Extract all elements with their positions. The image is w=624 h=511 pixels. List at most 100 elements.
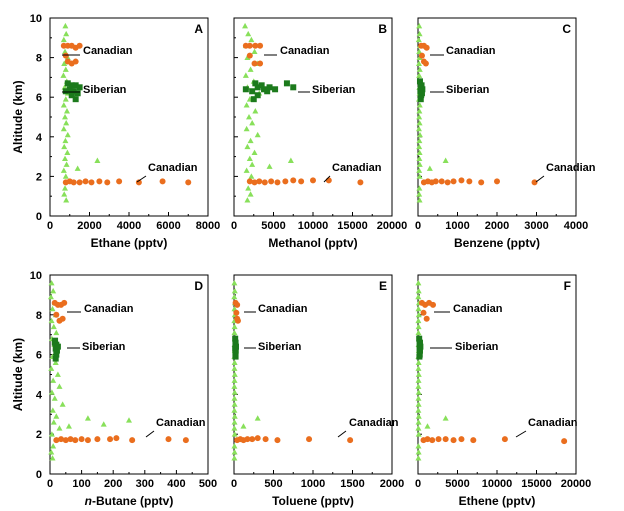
- triangle-point: [231, 395, 238, 401]
- triangle-point: [251, 48, 258, 55]
- circle-point: [165, 436, 172, 443]
- square-point: [283, 80, 290, 87]
- triangle-point: [247, 66, 254, 72]
- triangle-point: [415, 413, 422, 419]
- triangle-point: [415, 305, 422, 312]
- triangle-point: [231, 419, 238, 425]
- triangle-point: [62, 66, 69, 72]
- triangle-point: [416, 137, 423, 144]
- triangle-point: [53, 413, 60, 419]
- triangle-point: [416, 167, 423, 173]
- square-point: [242, 86, 249, 93]
- annotation-label: Canadian: [156, 417, 206, 429]
- triangle-point: [247, 191, 254, 197]
- annotation-pointer: [515, 430, 527, 438]
- circle-point: [104, 179, 111, 186]
- circle-point: [94, 436, 101, 443]
- triangle-point: [415, 407, 422, 413]
- triangle-point: [243, 125, 250, 132]
- circle-point: [262, 436, 269, 443]
- circle-point: [72, 437, 79, 444]
- x-axis-label-rest: -Butane (pptv): [92, 494, 173, 508]
- x-axis-label-prefix: n: [85, 494, 92, 508]
- circle-point: [61, 299, 68, 306]
- x-tick-label: 20000: [561, 478, 592, 490]
- triangle-point: [415, 371, 422, 377]
- x-tick-label: 500: [264, 478, 282, 490]
- circle-point: [252, 42, 259, 49]
- triangle-point: [52, 359, 59, 365]
- panel-letter: B: [378, 22, 387, 36]
- circle-point: [116, 178, 123, 185]
- square-point: [252, 80, 259, 87]
- circle-point: [135, 179, 142, 186]
- triangle-point: [231, 279, 238, 286]
- circle-point: [450, 178, 457, 185]
- panel-a: 0 2000 4000 6000 8000 0 2 4 6 8 10 Ethane (pptv) Alt…: [11, 13, 220, 250]
- circle-point: [88, 179, 95, 186]
- x-tick-label: 10000: [298, 220, 329, 232]
- triangle-point: [50, 323, 57, 330]
- square-point: [72, 82, 79, 89]
- circle-point: [466, 178, 473, 185]
- x-axis-label: Benzene (pptv): [454, 236, 540, 250]
- triangle-point: [415, 60, 422, 66]
- circle-point: [478, 179, 485, 186]
- circle-point: [306, 436, 313, 443]
- triangle-point: [416, 66, 423, 72]
- triangle-point: [231, 287, 238, 294]
- triangle-point: [60, 125, 67, 132]
- triangle-point: [231, 371, 238, 377]
- circle-point: [78, 436, 85, 443]
- panel-c: 0 1000 2000 3000 4000 Benzene (pptv) C Canadian…: [415, 17, 596, 250]
- circle-point: [444, 179, 451, 186]
- triangle-point: [415, 365, 422, 371]
- triangle-point: [415, 431, 422, 437]
- triangle-point: [415, 323, 422, 330]
- triangle-point: [415, 329, 422, 336]
- y-tick-label: 8: [36, 53, 42, 65]
- y-axis-label: Altitude (km): [11, 80, 25, 153]
- triangle-point: [50, 377, 57, 383]
- triangle-point: [64, 131, 71, 138]
- triangle-point: [231, 443, 238, 449]
- triangle-point: [424, 423, 431, 429]
- panel-letter: A: [194, 22, 203, 36]
- circle-point: [430, 301, 437, 308]
- circle-point: [70, 179, 77, 186]
- triangle-point: [442, 157, 449, 163]
- triangle-point: [231, 449, 238, 455]
- triangle-point: [63, 161, 70, 167]
- annotation-label: Siberian: [312, 84, 356, 96]
- annotation-label: Canadian: [528, 417, 578, 429]
- triangle-point: [84, 415, 91, 421]
- annotation-pointer: [323, 175, 331, 183]
- triangle-point: [50, 443, 57, 449]
- y-tick-label: 0: [36, 211, 42, 223]
- circle-point: [246, 52, 253, 59]
- triangle-point: [416, 155, 423, 161]
- triangle-point: [416, 143, 423, 150]
- circle-point: [67, 436, 74, 443]
- annotation-pointer: [145, 430, 155, 438]
- x-axis-label: n-Butane (pptv): [85, 494, 174, 508]
- triangle-point: [442, 415, 449, 421]
- triangle-point: [416, 173, 423, 179]
- circle-point: [268, 178, 275, 185]
- triangle-point: [100, 421, 107, 427]
- circle-point: [182, 437, 189, 444]
- circle-point: [450, 437, 457, 444]
- triangle-point: [415, 425, 422, 431]
- triangle-point: [231, 293, 238, 300]
- x-axis-label: Ethane (pptv): [91, 236, 168, 250]
- y-tick-label: 10: [30, 13, 42, 25]
- x-tick-label: 2000: [77, 220, 101, 232]
- triangle-point: [416, 30, 423, 37]
- triangle-point: [246, 114, 253, 120]
- annotation-pointer: [535, 175, 545, 183]
- triangle-point: [231, 323, 238, 330]
- circle-point: [251, 60, 258, 67]
- x-tick-label: 5000: [261, 220, 285, 232]
- square-point: [232, 347, 239, 354]
- y-tick-label: 6: [36, 350, 42, 362]
